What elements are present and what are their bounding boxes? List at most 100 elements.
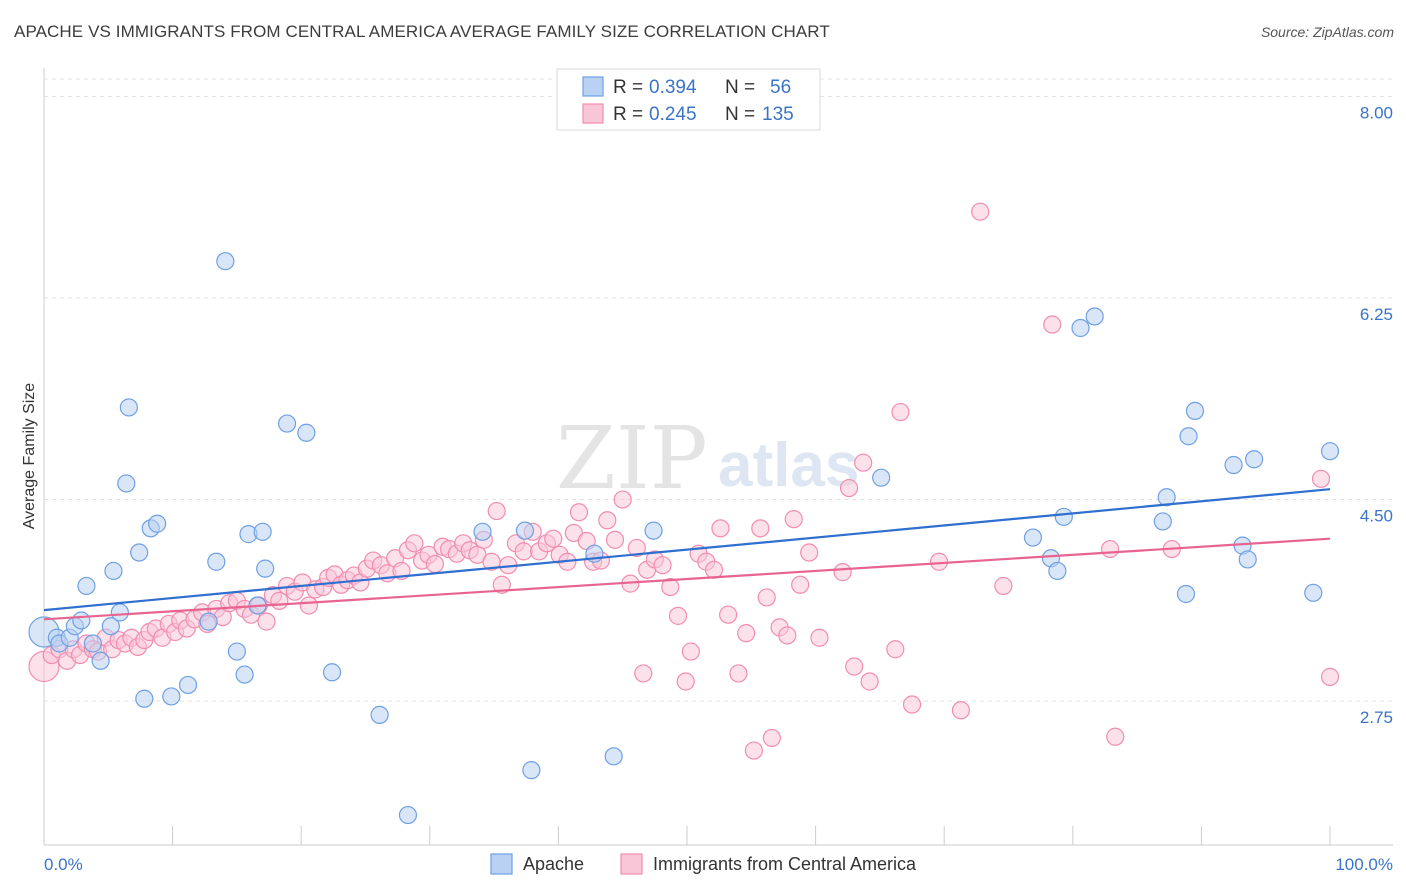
apache-point — [872, 468, 891, 487]
immigrants-point — [598, 511, 617, 530]
immigrants-point — [1311, 469, 1331, 488]
immigrants-point — [668, 606, 688, 625]
immigrants-point — [757, 588, 776, 607]
source-label: Source: ZipAtlas.com — [1260, 24, 1394, 40]
immigrants-point — [613, 490, 632, 509]
y-tick-labels: 2.75 4.50 6.25 8.00 — [1360, 104, 1393, 728]
y-tick-label: 8.00 — [1360, 104, 1393, 123]
immigrants-point — [425, 554, 445, 574]
apache-point — [77, 576, 96, 596]
immigrants-point — [704, 560, 724, 579]
apache-point — [148, 514, 167, 533]
apache-point — [515, 521, 535, 540]
apache-point — [1304, 583, 1323, 602]
immigrants-point — [729, 664, 748, 683]
apache-point — [253, 522, 272, 541]
apache-point — [216, 252, 235, 271]
immigrants-point — [791, 575, 810, 594]
immigrants-point — [951, 701, 971, 720]
immigrants-point — [839, 478, 859, 498]
immigrants-point — [1100, 539, 1120, 559]
immigrants-point — [270, 591, 289, 610]
apache-point — [322, 663, 342, 682]
apache-points — [28, 252, 1340, 825]
apache-point — [1071, 318, 1090, 338]
apache-point — [72, 611, 91, 630]
y-axis-label: Average Family Size — [21, 383, 38, 530]
apache-point — [83, 634, 102, 653]
immigrants-point — [653, 556, 672, 575]
immigrants-point — [994, 576, 1013, 596]
immigrants-trend-line — [43, 537, 1331, 621]
legend-n-label-2: N = — [725, 104, 755, 125]
apache-point — [110, 603, 129, 622]
immigrants-point — [902, 695, 922, 714]
apache-point — [522, 761, 541, 780]
apache-point — [1157, 488, 1176, 507]
immigrants-point — [1106, 727, 1125, 746]
apache-point — [235, 665, 254, 684]
immigrants-point — [778, 626, 797, 645]
bottom-legend-swatch-immigrants — [620, 853, 643, 875]
immigrants-point — [1043, 315, 1062, 334]
apache-point — [1048, 561, 1067, 581]
apache-point — [135, 689, 154, 708]
apache-point — [1320, 442, 1340, 461]
apache-point — [473, 522, 492, 541]
legend-n-label-1: N = — [725, 77, 755, 98]
immigrants-point — [544, 529, 563, 548]
legend-r-value-1: 0.394 — [649, 77, 697, 98]
legend: R = 0.394 N = 56 R = 0.245 N = 135 — [556, 68, 821, 131]
immigrants-point — [257, 612, 276, 631]
axes — [43, 68, 1393, 846]
immigrants-point — [492, 575, 511, 594]
apache-point — [1245, 450, 1264, 469]
apache-point — [604, 747, 623, 766]
legend-n-value-1: 56 — [770, 77, 791, 98]
immigrants-points — [28, 202, 1340, 760]
apache-point — [104, 561, 123, 581]
immigrants-point — [833, 563, 852, 582]
y-tick-label: 4.50 — [1360, 507, 1393, 526]
chart-title: APACHE VS IMMIGRANTS FROM CENTRAL AMERIC… — [14, 22, 830, 41]
immigrants-point — [711, 519, 730, 538]
watermark-atlas: atlas — [718, 431, 859, 500]
apache-point — [1054, 507, 1073, 526]
immigrants-point — [744, 741, 763, 760]
immigrants-point — [810, 628, 829, 647]
immigrants-point — [891, 402, 910, 422]
apache-point — [1179, 427, 1198, 446]
immigrants-point — [514, 542, 533, 561]
apache-point — [1085, 307, 1104, 326]
bottom-legend-immigrants: Immigrants from Central America — [653, 854, 917, 874]
apache-point — [119, 398, 138, 417]
immigrants-point — [605, 530, 625, 549]
apache-point — [199, 612, 218, 631]
apache-trend-line — [43, 488, 1331, 612]
legend-swatch-immigrants — [582, 103, 604, 124]
apache-point — [91, 651, 110, 670]
apache-point — [1023, 528, 1043, 547]
x-tick-label-min: 0.0% — [44, 855, 83, 874]
bottom-legend: Apache Immigrants from Central America — [490, 853, 917, 875]
y-tick-label: 2.75 — [1360, 708, 1393, 727]
immigrants-point — [661, 577, 680, 597]
immigrants-point — [762, 728, 781, 748]
apache-point — [178, 675, 198, 695]
apache-point — [1185, 401, 1205, 420]
apache-point — [297, 423, 316, 442]
immigrants-point — [971, 202, 990, 221]
immigrants-point — [1320, 667, 1340, 686]
apache-point — [644, 521, 663, 540]
immigrants-point — [299, 596, 319, 615]
trend-lines — [43, 488, 1331, 621]
apache-point — [227, 642, 246, 661]
immigrants-point — [845, 657, 864, 676]
legend-n-value-2: 135 — [762, 104, 794, 125]
apache-point — [1238, 550, 1257, 569]
immigrants-point — [564, 523, 583, 543]
apache-point — [1224, 455, 1243, 475]
immigrants-point — [634, 664, 653, 683]
legend-swatch-apache — [582, 76, 604, 97]
